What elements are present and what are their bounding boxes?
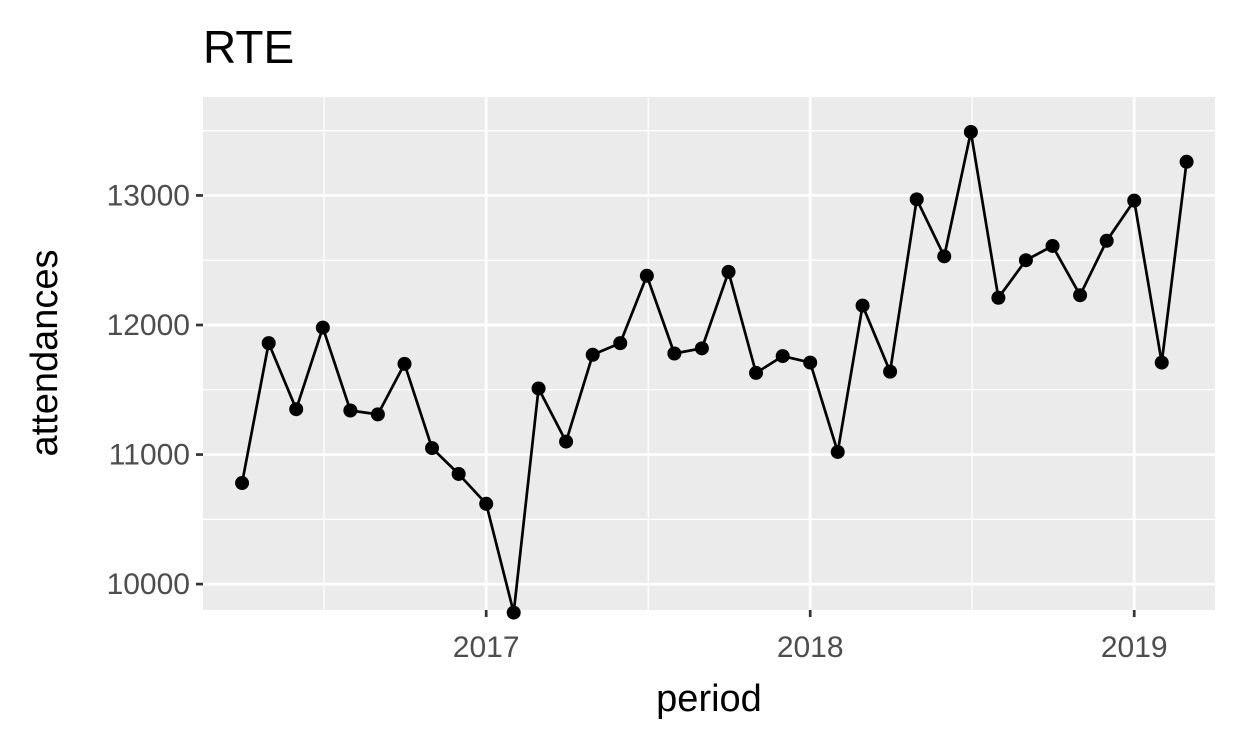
data-point [506,605,521,620]
x-axis: 2017 2018 2019 [453,610,1168,664]
data-marks [235,124,1194,620]
data-point [425,441,440,456]
major-gridlines [203,97,1215,610]
data-point [343,403,358,418]
data-point [370,407,385,422]
data-point [1018,253,1033,268]
data-point [585,347,600,362]
data-point [639,268,654,283]
x-axis-title: period [656,678,762,720]
data-point [1179,154,1194,169]
chart-title: RTE [203,21,294,73]
y-tick-label: 13000 [107,179,190,212]
data-point [991,290,1006,305]
plot-panel [203,97,1215,610]
y-tick-label: 11000 [109,439,190,472]
y-tick-label: 10000 [107,568,190,601]
data-point [1073,288,1088,303]
data-point [883,364,898,379]
data-point [775,349,790,364]
x-tick-label: 2018 [777,631,844,664]
data-point [909,192,924,207]
data-point [937,249,952,264]
data-point [451,466,466,481]
y-axis: 10000 11000 12000 13000 [107,179,203,601]
data-point [803,355,818,370]
x-tick-label: 2017 [453,631,520,664]
data-point [855,298,870,313]
y-tick-label: 12000 [107,309,190,342]
data-point [721,264,736,279]
x-tick-label: 2019 [1101,631,1168,664]
data-point [963,124,978,139]
data-point [1045,238,1060,253]
data-point [559,434,574,449]
data-point [289,402,304,417]
data-point [1154,355,1169,370]
y-axis-title: attendances [24,249,66,456]
data-point [749,365,764,380]
data-point [479,496,494,511]
data-point [261,336,276,351]
data-point [667,346,682,361]
data-point [694,341,709,356]
data-point [397,356,412,371]
data-point [235,476,250,491]
data-point [1099,233,1114,248]
data-point [830,444,845,459]
minor-gridlines [203,97,1215,610]
data-point [531,381,546,396]
data-point [315,320,330,335]
data-point [1127,193,1142,208]
data-point [613,336,628,351]
